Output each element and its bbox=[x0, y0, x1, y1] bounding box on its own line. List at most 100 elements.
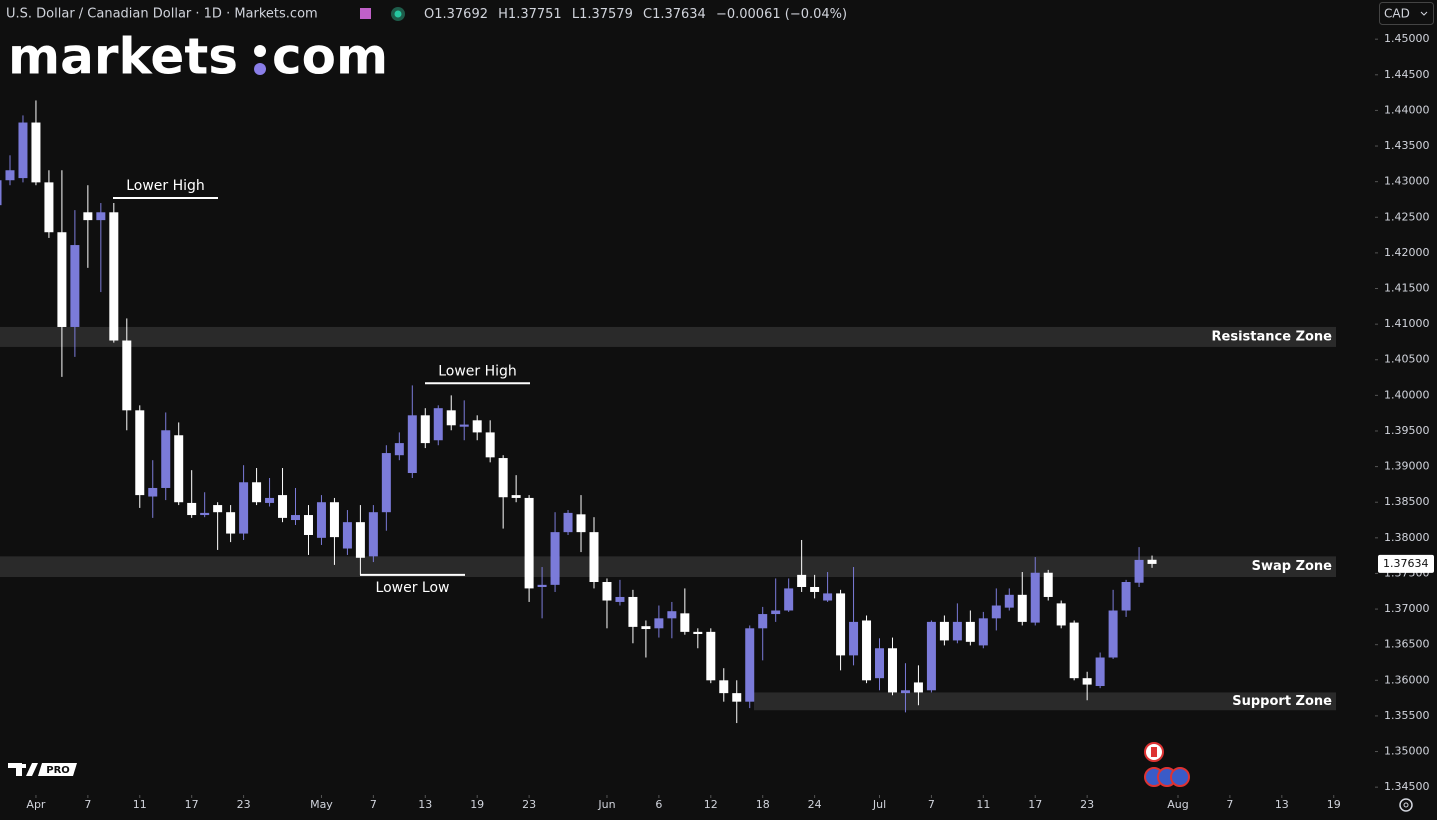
annotation-label: Lower Low bbox=[376, 580, 450, 596]
x-tick-label: 11 bbox=[133, 798, 147, 811]
candle-body bbox=[641, 626, 651, 630]
x-tick-label: 23 bbox=[1080, 798, 1094, 811]
x-tick-label: 17 bbox=[185, 798, 199, 811]
x-tick-label: 11 bbox=[976, 798, 990, 811]
settings-icon[interactable] bbox=[1399, 798, 1413, 812]
annotations: Lower High Lower High Lower Low bbox=[113, 178, 530, 596]
candle-body bbox=[420, 415, 430, 444]
zones: Resistance Zone Swap Zone Support Zone bbox=[0, 326, 1336, 711]
candle-body bbox=[394, 443, 404, 456]
logo-dot bbox=[254, 63, 266, 75]
candle-body bbox=[965, 621, 975, 642]
candle-body bbox=[109, 212, 119, 341]
candle-body bbox=[550, 532, 560, 585]
chart-title: U.S. Dollar / Canadian Dollar · 1D · Mar… bbox=[6, 7, 318, 22]
x-tick-label: 18 bbox=[756, 798, 770, 811]
y-tick-label: 1.39500 bbox=[1384, 424, 1430, 437]
candle-body bbox=[680, 613, 690, 632]
zone-label: Support Zone bbox=[1232, 694, 1332, 709]
zone-label: Resistance Zone bbox=[1212, 329, 1333, 344]
event-us[interactable] bbox=[1170, 767, 1190, 787]
y-tick-label: 1.38000 bbox=[1384, 531, 1430, 544]
last-price-label: 1.37634 bbox=[1383, 557, 1429, 570]
candle-body bbox=[252, 482, 262, 503]
settings-icon-core bbox=[1403, 802, 1409, 808]
candle-body bbox=[278, 495, 288, 518]
x-tick-label: 13 bbox=[1275, 798, 1289, 811]
status-dot bbox=[394, 10, 402, 18]
candles bbox=[0, 100, 1157, 724]
candle-body bbox=[771, 610, 781, 615]
logo-left: markets bbox=[8, 28, 238, 86]
candle-body bbox=[265, 497, 275, 503]
candle-body bbox=[978, 618, 988, 646]
pro-label: PRO bbox=[46, 765, 70, 776]
y-tick-label: 1.45000 bbox=[1384, 32, 1430, 45]
candle-body bbox=[1108, 610, 1118, 658]
candle-body bbox=[407, 415, 417, 474]
candle-body bbox=[836, 593, 846, 656]
y-tick-label: 1.39000 bbox=[1384, 460, 1430, 473]
candle-body bbox=[823, 593, 833, 601]
event-ca-leaf bbox=[1151, 747, 1157, 757]
candle-body bbox=[342, 522, 352, 549]
candle-body bbox=[446, 410, 456, 426]
y-tick-label: 1.44500 bbox=[1384, 68, 1430, 81]
candle-body bbox=[1147, 559, 1157, 564]
ohlc-value: 1.37579 bbox=[579, 7, 633, 22]
x-tick-label: May bbox=[310, 798, 333, 811]
candle-body bbox=[797, 574, 807, 587]
y-tick-label: 1.40500 bbox=[1384, 353, 1430, 366]
candle-body bbox=[667, 611, 677, 619]
axes: 1.45000 1.44500 1.44000 1.43500 1.43000 1.425… bbox=[26, 32, 1434, 811]
candle-body bbox=[57, 232, 67, 327]
currency-button[interactable] bbox=[1379, 2, 1434, 25]
candle-body bbox=[44, 182, 54, 233]
candle-body bbox=[862, 620, 872, 681]
y-tick-label: 1.36500 bbox=[1384, 638, 1430, 651]
candle-body bbox=[875, 648, 885, 679]
candle-body bbox=[745, 628, 755, 702]
y-tick-label: 1.43500 bbox=[1384, 139, 1430, 152]
zone bbox=[754, 692, 1336, 711]
x-tick-label: 13 bbox=[418, 798, 432, 811]
candle-body bbox=[849, 621, 859, 656]
x-tick-label: 23 bbox=[237, 798, 251, 811]
candle-body bbox=[83, 212, 93, 221]
ohlc-prefix: H bbox=[498, 7, 508, 22]
candle-body bbox=[303, 515, 313, 535]
x-tick-label: 7 bbox=[1226, 798, 1233, 811]
x-tick-label: Aug bbox=[1167, 798, 1188, 811]
candle-body bbox=[200, 512, 210, 516]
y-tick-label: 1.41000 bbox=[1384, 317, 1430, 330]
currency-label[interactable]: CAD bbox=[1384, 7, 1410, 21]
candle-body bbox=[706, 631, 716, 681]
candle-body bbox=[5, 170, 15, 181]
candle-body bbox=[589, 532, 599, 583]
zone-label: Swap Zone bbox=[1252, 559, 1333, 574]
candle-body bbox=[329, 502, 339, 538]
candle-body bbox=[913, 682, 923, 693]
candle-body bbox=[316, 502, 326, 538]
candle-body bbox=[602, 582, 612, 601]
candle-body bbox=[1043, 572, 1053, 597]
candle-body bbox=[615, 596, 625, 602]
annotation-label: Lower High bbox=[438, 363, 517, 379]
x-tick-label: 7 bbox=[84, 798, 91, 811]
candle-body bbox=[226, 512, 236, 534]
candle-body bbox=[459, 424, 469, 427]
pro-badge bbox=[38, 763, 77, 776]
x-tick-label: 19 bbox=[1327, 798, 1341, 811]
candle-body bbox=[1056, 603, 1066, 626]
candle-body bbox=[96, 212, 106, 221]
candle-body bbox=[991, 605, 1001, 619]
candle-body bbox=[472, 420, 482, 433]
candle-body bbox=[1004, 594, 1014, 608]
logo-dot bbox=[254, 45, 266, 57]
y-tick-label: 1.35500 bbox=[1384, 709, 1430, 722]
y-tick-label: 1.44000 bbox=[1384, 103, 1430, 116]
candle-body bbox=[498, 458, 508, 498]
candle-body bbox=[654, 618, 664, 629]
candle-body bbox=[810, 586, 820, 592]
